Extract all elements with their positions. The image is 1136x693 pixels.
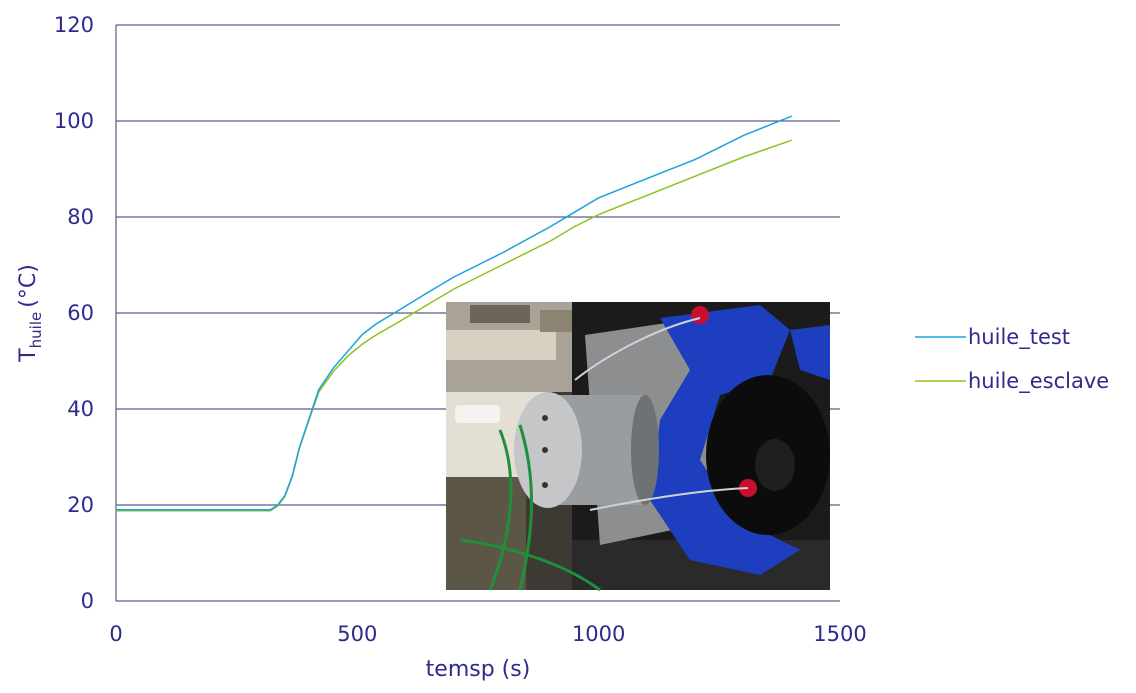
series-line-huile-test: [116, 115, 792, 511]
y-axis-title: Thuile(°C): [16, 264, 45, 363]
y-tick-label: 80: [67, 205, 94, 229]
x-tick-label: 1500: [813, 622, 866, 646]
legend-label-huile-test: huile_test: [968, 325, 1070, 350]
y-tick-label: 40: [67, 397, 94, 421]
y-tick-label: 20: [67, 493, 94, 517]
y-tick-label: 120: [54, 13, 94, 37]
y-tick-label: 100: [54, 109, 94, 133]
y-axis-unit: (°C): [16, 264, 41, 308]
x-tick-label: 500: [337, 622, 377, 646]
x-axis-title: temsp (s): [426, 657, 531, 682]
series-lines: [116, 115, 792, 512]
y-tick-labels: 0 20 40 60 80 100 120: [54, 13, 94, 613]
inset-photo: [446, 302, 830, 592]
legend-label-huile-esclave: huile_esclave: [968, 369, 1109, 394]
y-tick-label: 0: [81, 589, 94, 613]
x-tick-label: 0: [109, 622, 122, 646]
x-tick-labels: 0 500 1000 1500: [109, 622, 866, 646]
y-tick-label: 60: [67, 301, 94, 325]
x-tick-label: 1000: [572, 622, 625, 646]
legend: huile_test huile_esclave: [915, 325, 1109, 394]
